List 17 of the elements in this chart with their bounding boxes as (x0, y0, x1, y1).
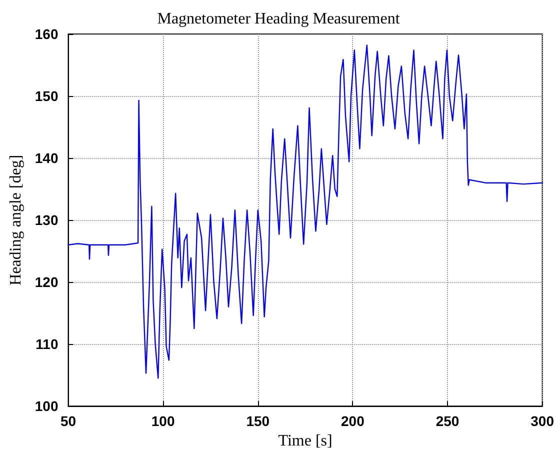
y-tick-label: 160 (34, 26, 58, 42)
x-tick-label: 250 (436, 413, 460, 430)
y-tick-label: 140 (34, 150, 58, 166)
y-tick-label: 100 (34, 398, 58, 414)
chart-title: Magnetometer Heading Measurement (157, 10, 400, 28)
line-series (68, 44, 543, 379)
x-tick-label: 300 (530, 413, 554, 430)
y-tick-label: 130 (34, 212, 58, 228)
y-tick-label: 120 (34, 274, 58, 290)
y-tick-label: 150 (34, 88, 58, 104)
y-tick-label: 110 (36, 336, 58, 352)
x-axis-title: Time [s] (278, 432, 332, 450)
y-axis-title: Heading angle [deg] (8, 154, 24, 286)
x-tick-label: 100 (151, 413, 175, 430)
x-tick-label: 50 (60, 413, 76, 430)
x-tick-label: 150 (246, 413, 270, 430)
x-tick-label: 200 (341, 413, 365, 430)
